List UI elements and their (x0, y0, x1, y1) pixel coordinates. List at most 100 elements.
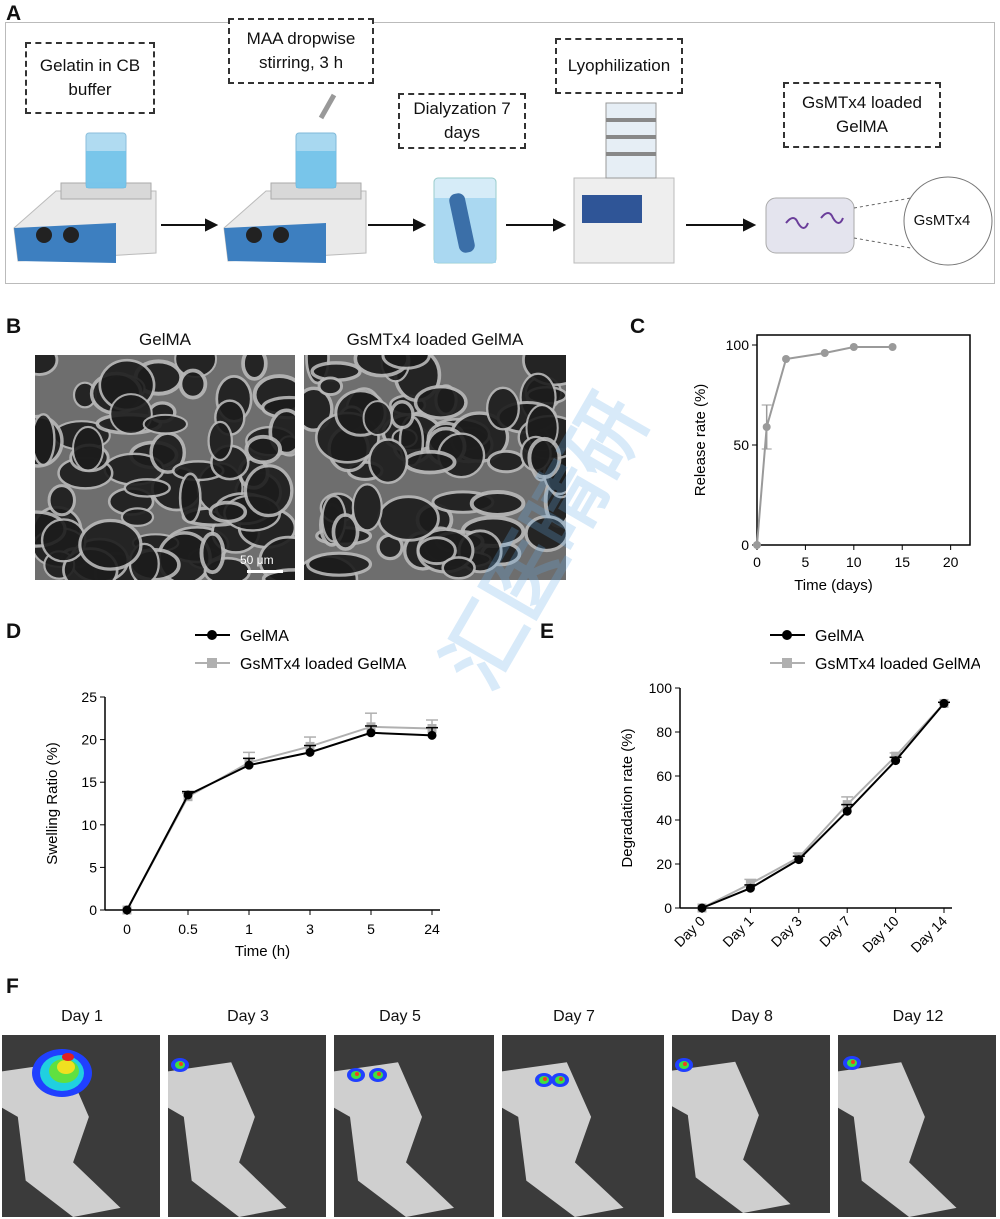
bioluminescence-signal (32, 1049, 92, 1097)
legend-marker (782, 630, 792, 640)
y-axis-label: Swelling Ratio (%) (44, 742, 61, 865)
x-tick-label: 0 (753, 554, 761, 570)
flow-arrows (161, 218, 757, 232)
bioluminescence-signal (843, 1056, 861, 1070)
panel-label-d: D (6, 620, 22, 643)
scale-bar (247, 570, 283, 573)
data-point (183, 790, 193, 800)
legend-label: GsMTx4 loaded GelMA (240, 656, 407, 673)
data-point (939, 698, 949, 708)
data-point (697, 903, 707, 913)
x-tick-label: 0.5 (178, 921, 198, 937)
day-title-8: Day 8 (731, 1008, 773, 1025)
sem-title-right: GsMTx4 loaded GelMA (346, 330, 524, 349)
chart-swelling: 0 5 10 15 20 25 0 0.5 1 3 5 24 Time (h) Swelling Rati… (44, 628, 440, 960)
legend-label: GsMTx4 loaded GelMA (815, 656, 980, 673)
bioluminescence-signal (347, 1068, 387, 1082)
series-line (756, 346, 893, 546)
data-point (427, 730, 437, 740)
panel-label-f: F (6, 975, 19, 998)
panel-label-e: E (540, 620, 555, 643)
series-line (701, 702, 945, 909)
bioluminescence-signal (675, 1058, 693, 1072)
panel-label-c: C (630, 315, 646, 338)
legend-label: GelMA (240, 628, 289, 645)
y-tick-label: 20 (656, 856, 672, 872)
panel-label-b: B (6, 315, 22, 338)
paw-shape (334, 1062, 454, 1217)
data-point (888, 343, 897, 351)
step-gelatin: Gelatin in CB buffer (25, 42, 155, 114)
x-tick-label: 15 (894, 554, 910, 570)
y-tick-label: 15 (81, 774, 97, 790)
series-line (126, 725, 433, 911)
scheme-drawing (13, 93, 993, 266)
x-tick-label: Day 3 (768, 913, 805, 950)
sem-image-gelma: 50 μm (35, 355, 295, 580)
step-lyophilization: Lyophilization (555, 38, 683, 94)
paw-shape (838, 1062, 957, 1217)
bli-image-day7 (502, 1035, 664, 1217)
plot-frame (756, 334, 971, 546)
series-line (126, 731, 433, 911)
day-title-1: Day 1 (61, 1008, 103, 1025)
day-title-5: Day 5 (379, 1008, 421, 1025)
chart-degradation: 0 20 40 60 80 100 Day 0 Day 1 Day 3 Day 7 Day 10 Da… (619, 628, 980, 956)
day-title-7: Day 7 (553, 1008, 595, 1025)
bioluminescence-signal (535, 1073, 569, 1087)
paw-shape (502, 1062, 624, 1217)
day-title-3: Day 3 (227, 1008, 269, 1025)
bli-image-day5 (334, 1035, 494, 1217)
step-maa: MAA dropwise stirring, 3 h (228, 18, 374, 84)
data-point (122, 905, 132, 915)
step-loaded: GsMTx4 loaded GelMA (783, 82, 941, 148)
x-tick-label: Day 1 (719, 913, 756, 950)
x-tick-label: 0 (123, 921, 131, 937)
sem-image-loaded (304, 355, 566, 580)
x-tick-label: 5 (367, 921, 375, 937)
y-tick-label: 20 (81, 732, 97, 748)
y-axis-label: Degradation rate (%) (619, 728, 636, 867)
y-tick-label: 100 (649, 680, 673, 696)
x-tick-label: Day 7 (816, 913, 853, 950)
data-point (244, 760, 254, 770)
panel-a-scheme (5, 22, 995, 284)
hotplate-stirrer-icon-2 (223, 93, 367, 263)
x-tick-label: Day 0 (671, 913, 708, 950)
x-tick-label: 1 (245, 921, 253, 937)
data-point (753, 541, 761, 549)
data-point (305, 747, 315, 757)
x-tick-label: 20 (943, 554, 959, 570)
data-point (794, 855, 804, 865)
y-tick-label: 0 (89, 902, 97, 918)
data-point (366, 728, 376, 738)
legend-marker (207, 630, 217, 640)
bioluminescence-signal (171, 1058, 189, 1072)
paw-shape (672, 1061, 791, 1213)
x-tick-label: Day 14 (907, 913, 950, 956)
bli-image-day3 (168, 1035, 326, 1217)
x-tick-label: Day 10 (859, 913, 902, 956)
y-tick-label: 5 (89, 859, 97, 875)
gelma-dish-icon (765, 176, 993, 266)
paw-shape (168, 1062, 287, 1217)
scale-bar-label: 50 μm (240, 553, 274, 567)
x-tick-label: 24 (424, 921, 440, 937)
y-tick-label: 40 (656, 812, 672, 828)
sem-title-left: GelMA (139, 330, 191, 349)
x-axis-label: Time (days) (794, 577, 873, 594)
legend-label: GelMA (815, 628, 864, 645)
chart-release: 0 50 100 0 5 10 15 20 Time (days) Release rate (%… (692, 334, 971, 594)
y-tick-label: 0 (741, 537, 749, 553)
y-tick-label: 50 (733, 437, 749, 453)
y-tick-label: 10 (81, 817, 97, 833)
x-tick-label: 3 (306, 921, 314, 937)
y-axis-label: Release rate (%) (692, 384, 709, 497)
day-title-12: Day 12 (892, 1008, 944, 1025)
data-point (745, 883, 755, 893)
legend-marker (207, 658, 217, 668)
data-point (820, 349, 829, 357)
paw-shape (2, 1062, 121, 1217)
panel-label-a: A (6, 2, 22, 25)
y-tick-label: 80 (656, 724, 672, 740)
